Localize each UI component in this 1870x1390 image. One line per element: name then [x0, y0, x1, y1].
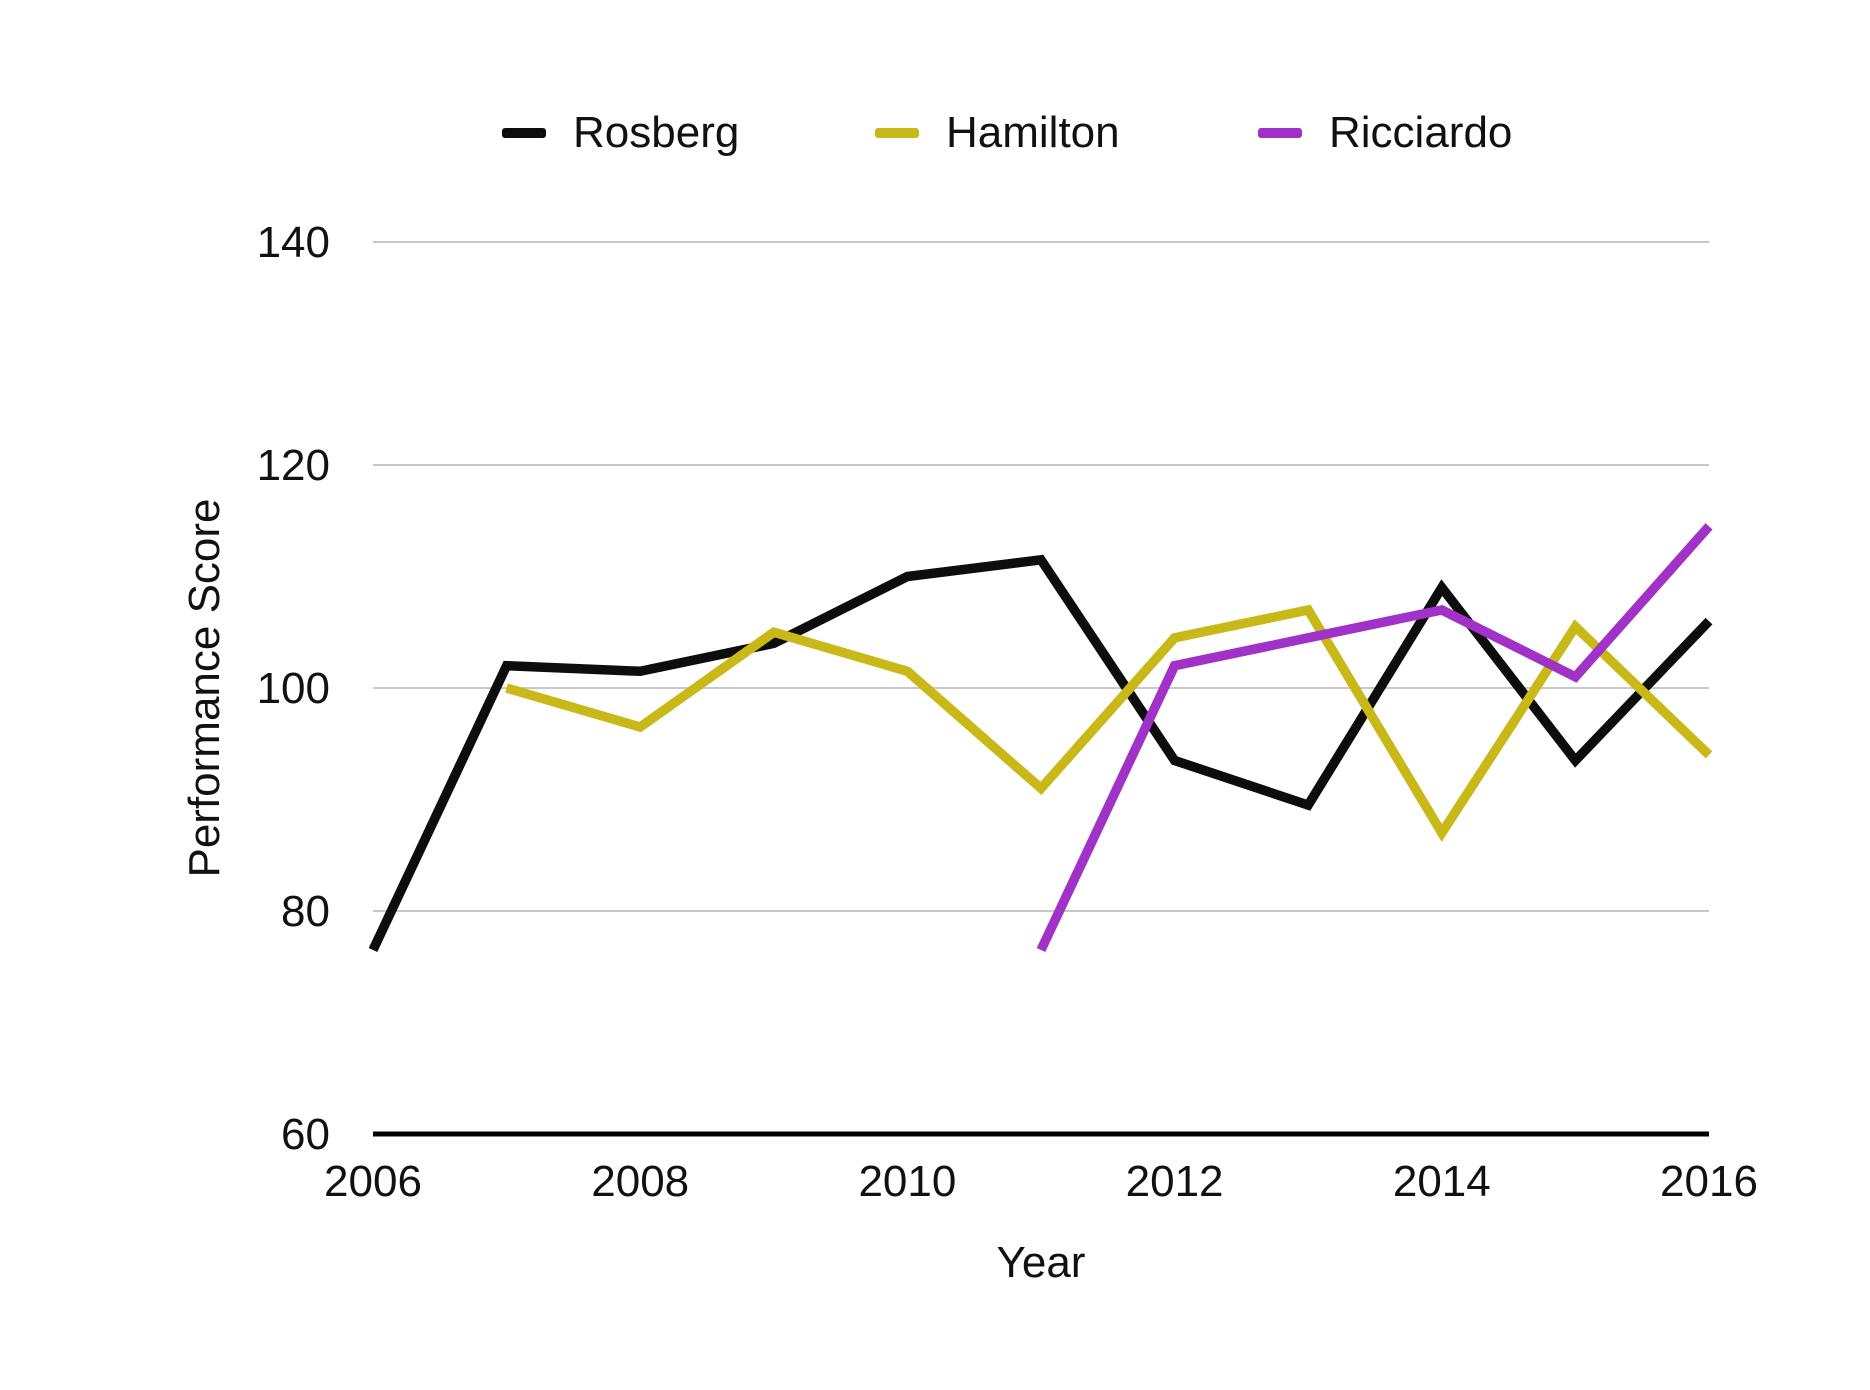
- legend-swatch-hamilton: [875, 128, 919, 138]
- x-tick-label-2010: 2010: [858, 1157, 956, 1206]
- legend-swatch-rosberg: [502, 128, 546, 138]
- x-tick-label-2016: 2016: [1660, 1157, 1758, 1206]
- y-tick-label-60: 60: [281, 1110, 330, 1159]
- series-line-ricciardo: [1036, 523, 1713, 953]
- x-tick-label-2012: 2012: [1126, 1157, 1224, 1206]
- legend-label-hamilton: Hamilton: [946, 108, 1120, 157]
- y-tick-label-80: 80: [281, 887, 330, 936]
- x-tick-label-2008: 2008: [591, 1157, 689, 1206]
- y-tick-label-120: 120: [257, 441, 330, 490]
- y-tick-label-140: 140: [257, 218, 330, 267]
- x-tick-label-2006: 2006: [324, 1157, 422, 1206]
- legend-label-ricciardo: Ricciardo: [1329, 108, 1513, 157]
- y-axis-title: Performance Score: [180, 498, 229, 878]
- series-line-hamilton: [505, 604, 1713, 842]
- legend-swatch-ricciardo: [1258, 128, 1302, 138]
- series-line-rosberg: [368, 554, 1713, 953]
- x-axis-title: Year: [996, 1238, 1086, 1287]
- legend-label-rosberg: Rosberg: [573, 108, 740, 157]
- x-tick-label-2014: 2014: [1393, 1157, 1491, 1206]
- y-tick-label-100: 100: [257, 664, 330, 713]
- legend-item-ricciardo: Ricciardo: [1258, 106, 1512, 160]
- legend-item-rosberg: Rosberg: [502, 106, 739, 160]
- legend-item-hamilton: Hamilton: [875, 106, 1120, 160]
